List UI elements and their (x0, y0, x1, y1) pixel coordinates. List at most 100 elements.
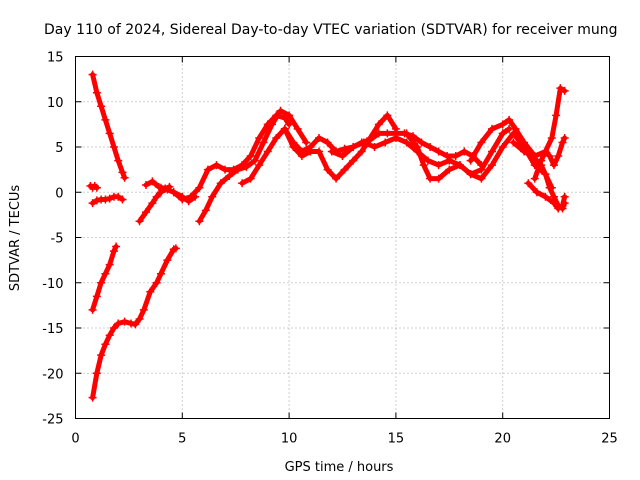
data-point (426, 174, 435, 183)
data-point (139, 305, 148, 314)
data-point (131, 320, 140, 329)
data-point (92, 196, 101, 205)
data-point (545, 152, 554, 161)
data-point (488, 161, 497, 170)
y-tick-label: 0 (55, 186, 63, 201)
data-point (383, 111, 392, 120)
data-point (549, 161, 558, 170)
data-point (156, 183, 165, 192)
data-point (374, 120, 383, 129)
data-point (97, 102, 106, 111)
data-point (505, 115, 514, 124)
data-point (340, 165, 349, 174)
data-point (477, 138, 486, 147)
data-point (532, 188, 541, 197)
data-point (88, 70, 97, 79)
data-point (101, 195, 110, 204)
x-tick-label: 10 (281, 432, 298, 447)
data-point (280, 124, 289, 133)
data-point (114, 319, 123, 328)
data-point (92, 369, 101, 378)
data-point (445, 156, 454, 165)
y-tick-label: -25 (42, 413, 63, 428)
data-point (97, 351, 106, 360)
data-point (366, 135, 375, 144)
data-point (88, 199, 97, 208)
data-point (135, 314, 144, 323)
data-point (466, 156, 475, 165)
data-point (276, 106, 285, 115)
y-tick-label: 15 (47, 51, 64, 66)
data-point (383, 129, 392, 138)
data-point (156, 269, 165, 278)
data-point (541, 147, 550, 156)
data-point (135, 217, 144, 226)
data-point (315, 147, 324, 156)
data-point (419, 161, 428, 170)
data-point (141, 208, 150, 217)
series-trace (90, 244, 119, 313)
data-point (498, 120, 507, 129)
data-point (152, 192, 161, 201)
data-point (537, 156, 546, 165)
data-point (549, 199, 558, 208)
data-point (148, 177, 157, 186)
data-point (443, 152, 452, 161)
data-point (477, 174, 486, 183)
series-arc-3 (88, 192, 127, 208)
data-point (332, 174, 341, 183)
series-arc-16 (530, 133, 569, 183)
data-point (225, 171, 234, 180)
data-point (92, 292, 101, 301)
data-point (520, 138, 529, 147)
data-point (338, 152, 347, 161)
data-point (297, 147, 306, 156)
data-point (212, 161, 221, 170)
data-point (246, 174, 255, 183)
data-point (460, 147, 469, 156)
y-axis-label: SDTVAR / TECUs (8, 185, 23, 292)
data-point (112, 242, 121, 251)
data-point (88, 305, 97, 314)
data-point (101, 115, 110, 124)
data-point (445, 165, 454, 174)
series-arc-14 (466, 84, 569, 165)
data-point (246, 152, 255, 161)
chart-title: Day 110 of 2024, Sidereal Day-to-day VTE… (44, 22, 618, 38)
data-point (146, 287, 155, 296)
data-point (259, 138, 268, 147)
data-point (560, 192, 569, 201)
x-axis-label: GPS time / hours (285, 460, 394, 475)
data-point (434, 161, 443, 170)
data-point (455, 161, 464, 170)
data-point (88, 393, 97, 402)
data-point (105, 331, 114, 340)
y-tick-label: -10 (42, 277, 63, 292)
x-tick-label: 5 (178, 432, 186, 447)
data-point (148, 199, 157, 208)
series-trace (196, 108, 309, 224)
data-point (114, 156, 123, 165)
series-arc-9 (195, 106, 311, 226)
data-point (413, 143, 422, 151)
data-point (488, 124, 497, 133)
series-arc-4 (88, 242, 121, 314)
data-point (171, 244, 180, 253)
data-point (417, 138, 426, 147)
data-point (323, 165, 332, 174)
data-point (402, 129, 411, 138)
data-point (92, 88, 101, 97)
data-point (327, 147, 336, 156)
y-tick-label: 10 (47, 96, 64, 111)
data-point (541, 170, 550, 179)
data-point (434, 174, 443, 183)
data-point (289, 138, 298, 147)
data-point (498, 129, 507, 138)
data-point (556, 84, 565, 93)
data-point (195, 183, 204, 192)
data-point (558, 201, 567, 210)
series-arc-5 (88, 244, 180, 402)
data-point (109, 247, 118, 256)
data-point (520, 147, 529, 156)
